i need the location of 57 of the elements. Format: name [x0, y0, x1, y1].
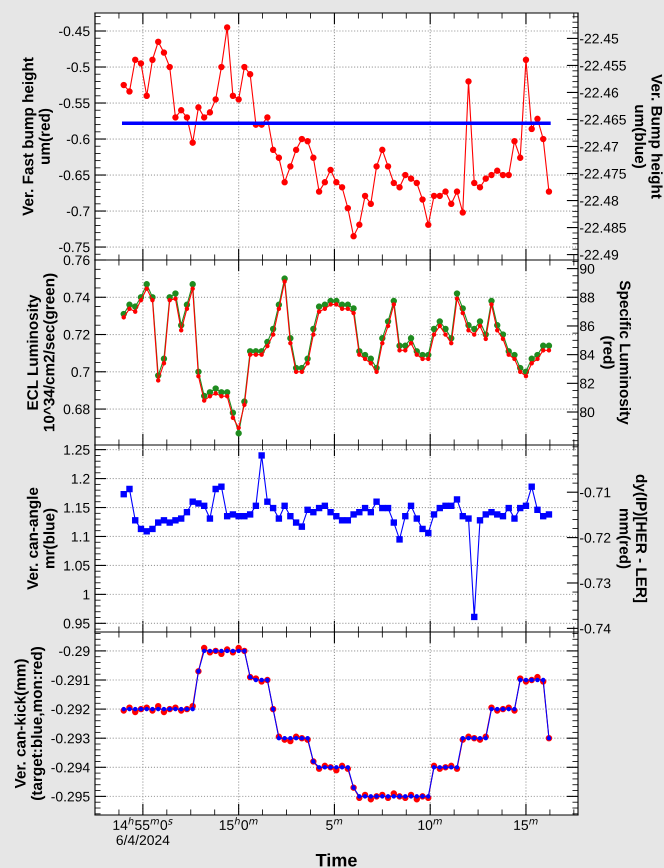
y2-axis-title: Ver. Bump height um(blue)	[632, 74, 663, 199]
y-tick-label: -0.45	[59, 26, 90, 36]
y-axis-title: Ver. can-angle mr(blue)	[26, 488, 58, 590]
y-tick-label: -0.29	[59, 646, 90, 656]
y2-tick-label: -22.485	[580, 222, 626, 233]
y-tick-label: -0.293	[51, 734, 90, 744]
y2-tick-label: -0.72	[580, 532, 610, 543]
y-tick-label: 0.68	[64, 404, 90, 414]
y-tick-label: 0.72	[64, 330, 90, 340]
y-tick-label: 0.76	[64, 255, 90, 266]
y2-tick-label: -0.73	[580, 578, 610, 588]
y2-tick-label: -22.49	[580, 250, 618, 260]
y-tick-label: -0.75	[59, 242, 90, 252]
y2-axis-title: dy(IP)[HER - LER] mm(red)	[616, 474, 648, 602]
y-tick-label: 0.74	[64, 292, 90, 302]
y-tick-label: 0.7	[71, 367, 90, 377]
y2-tick-label: 80	[580, 407, 594, 418]
y2-tick-label: -22.48	[580, 196, 618, 206]
y2-tick-label: -22.47	[580, 142, 618, 152]
y-axis-title: Ver. Fast bump height um(red)	[22, 57, 53, 216]
y2-tick-label: -22.46	[580, 88, 618, 98]
x-tick-label: 15$^{m}$	[514, 819, 538, 830]
y-tick-label: 1.1	[72, 532, 90, 542]
y-tick-label: 1.05	[64, 560, 90, 571]
y2-tick-label: -22.45	[580, 34, 618, 44]
y2-tick-label: -22.455	[580, 60, 626, 71]
y-tick-label: 1.15	[64, 503, 90, 513]
y-tick-label: -0.295	[51, 792, 90, 802]
y-tick-label: -0.291	[51, 675, 90, 686]
x-axis-title: Time	[316, 853, 357, 867]
y2-tick-label: 88	[580, 292, 594, 302]
y-tick-label: 1	[83, 590, 90, 600]
y2-tick-label: -0.74	[580, 624, 611, 634]
y-tick-label: -0.5	[66, 62, 90, 72]
y2-axis-title: Specific Luminosity (red)	[600, 280, 631, 425]
y-tick-label: -0.292	[51, 704, 90, 714]
x-tick-label: 10$^{m}$	[418, 819, 442, 830]
y-tick-label: -0.294	[51, 762, 90, 772]
y2-tick-label: 82	[580, 378, 594, 389]
y-tick-label: -0.55	[59, 98, 90, 108]
y-axis-title: ECL Luminosity 10^34/cm2/sec(green)	[26, 274, 58, 432]
y2-tick-label: -0.71	[580, 488, 610, 498]
y2-tick-label: 84	[580, 350, 594, 360]
y-tick-label: -0.65	[59, 170, 90, 180]
x-tick-label: 5$^{m}$	[326, 819, 342, 830]
y-tick-label: -0.6	[66, 134, 90, 144]
y-axis-title: Ver. can-kick(mm) (target:blue,mon:red)	[14, 647, 46, 800]
y2-tick-label: -22.465	[580, 114, 626, 125]
y2-tick-label: 90	[580, 264, 594, 274]
y-tick-label: -0.7	[66, 206, 90, 216]
x-tick-label: 15$^{h}$0$^{m}$	[220, 817, 258, 830]
y2-tick-label: 86	[580, 321, 594, 332]
x-tick-label: 14$^{h}$55$^{m}$0$^{s}$ 6/4/2024	[113, 817, 173, 846]
y-tick-label: 1.2	[72, 474, 90, 484]
y-tick-label: 1.25	[64, 444, 90, 455]
y-tick-label: 0.95	[64, 618, 90, 628]
y2-tick-label: -22.475	[580, 168, 626, 179]
